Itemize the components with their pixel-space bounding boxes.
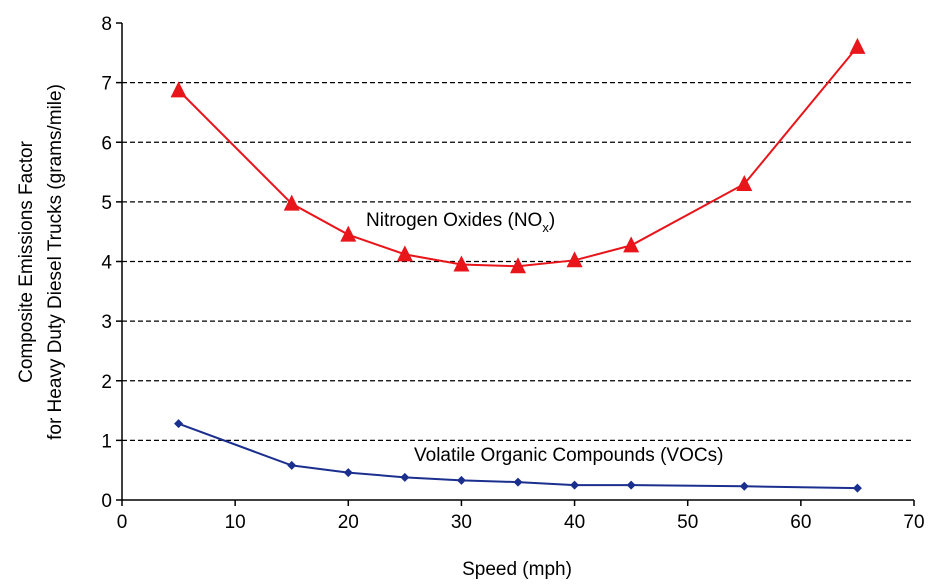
axes — [116, 22, 915, 506]
marker-vocs-30 — [456, 475, 466, 485]
marker-vocs-45 — [626, 480, 636, 490]
x-tick-label-20: 20 — [338, 512, 359, 533]
y-tick-label-4: 4 — [101, 253, 112, 274]
nox-label-main: Nitrogen Oxides (NO — [366, 210, 542, 231]
marker-nox-55 — [736, 174, 753, 191]
series-line-nox — [177, 46, 859, 268]
marker-nox-5 — [170, 81, 187, 98]
marker-nox-15 — [283, 194, 300, 211]
series-nox — [170, 37, 866, 274]
marker-vocs-15 — [287, 460, 297, 470]
y-axis-title-line-2: for Heavy Duty Diesel Trucks (grams/mile… — [45, 84, 66, 440]
y-tick-label-7: 7 — [101, 74, 112, 95]
marker-nox-35 — [510, 257, 526, 274]
series-label-nox: Nitrogen Oxides (NOx) — [366, 210, 555, 235]
marker-vocs-25 — [400, 472, 410, 482]
y-tick-label-1: 1 — [101, 431, 112, 452]
y-tick-labels: 0 1 2 3 4 5 6 7 8 — [101, 14, 112, 512]
x-tick-label-40: 40 — [564, 512, 585, 533]
x-tick-labels: 0 10 20 30 40 50 60 70 — [117, 512, 925, 533]
nox-label-end: ) — [549, 210, 555, 231]
x-tick-label-10: 10 — [225, 512, 246, 533]
y-tick-label-0: 0 — [101, 491, 112, 512]
series-group — [170, 37, 866, 493]
marker-vocs-55 — [739, 481, 749, 491]
x-tick-label-30: 30 — [451, 512, 472, 533]
x-tick-label-0: 0 — [117, 512, 128, 533]
marker-vocs-20 — [343, 468, 353, 478]
x-axis-title: Speed (mph) — [462, 559, 572, 580]
marker-nox-30 — [453, 255, 470, 272]
marker-vocs-5 — [174, 419, 184, 429]
y-tick-label-3: 3 — [101, 312, 112, 333]
y-tick-label-2: 2 — [101, 372, 112, 393]
nox-label-subscript: x — [542, 220, 549, 235]
marker-nox-40 — [566, 251, 583, 268]
marker-vocs-35 — [513, 477, 523, 487]
marker-nox-65 — [849, 37, 866, 54]
x-tick-label-60: 60 — [790, 512, 811, 533]
series-label-vocs: Volatile Organic Compounds (VOCs) — [414, 445, 723, 466]
marker-nox-20 — [340, 225, 357, 242]
y-tick-label-6: 6 — [101, 133, 112, 154]
y-tick-label-8: 8 — [101, 14, 112, 35]
grid-lines — [122, 82, 914, 441]
marker-vocs-40 — [570, 480, 580, 490]
marker-nox-25 — [396, 245, 413, 262]
marker-nox-45 — [623, 236, 640, 253]
series-line-vocs — [178, 422, 858, 490]
x-tick-label-70: 70 — [903, 512, 924, 533]
y-tick-label-5: 5 — [101, 193, 112, 214]
series-vocs — [174, 419, 862, 493]
x-tick-label-50: 50 — [677, 512, 698, 533]
marker-vocs-65 — [852, 483, 862, 493]
y-axis-title-line-1: Composite Emissions Factor — [16, 140, 37, 382]
